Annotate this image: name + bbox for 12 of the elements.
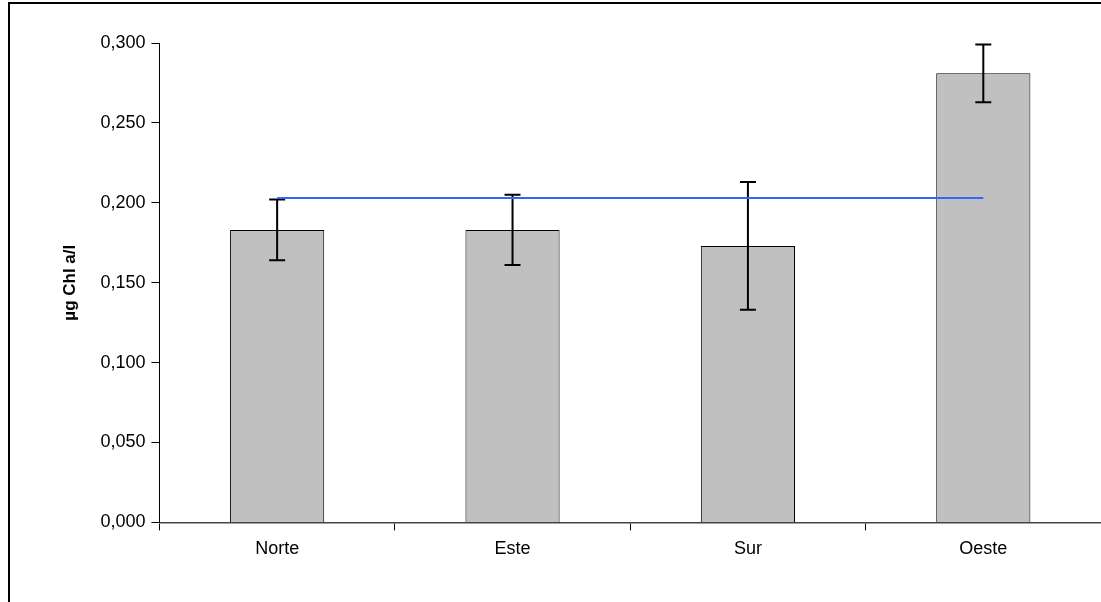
y-tick-label: 0,250 bbox=[100, 111, 146, 132]
y-axis-title: µg Chl a/l bbox=[59, 244, 79, 321]
y-tick-label: 0,050 bbox=[100, 431, 146, 452]
y-tick-label: 0,150 bbox=[100, 271, 146, 292]
y-tick-label: 0,100 bbox=[100, 351, 146, 372]
x-tick-label: Sur bbox=[733, 538, 762, 559]
x-tick-label: Este bbox=[494, 538, 531, 559]
x-tick-label: Oeste bbox=[959, 538, 1008, 559]
y-tick-label: 0,000 bbox=[100, 511, 146, 532]
y-tick-label: 0,300 bbox=[100, 31, 146, 52]
y-tick-label: 0,200 bbox=[100, 191, 146, 212]
x-tick-label: Norte bbox=[255, 538, 300, 559]
